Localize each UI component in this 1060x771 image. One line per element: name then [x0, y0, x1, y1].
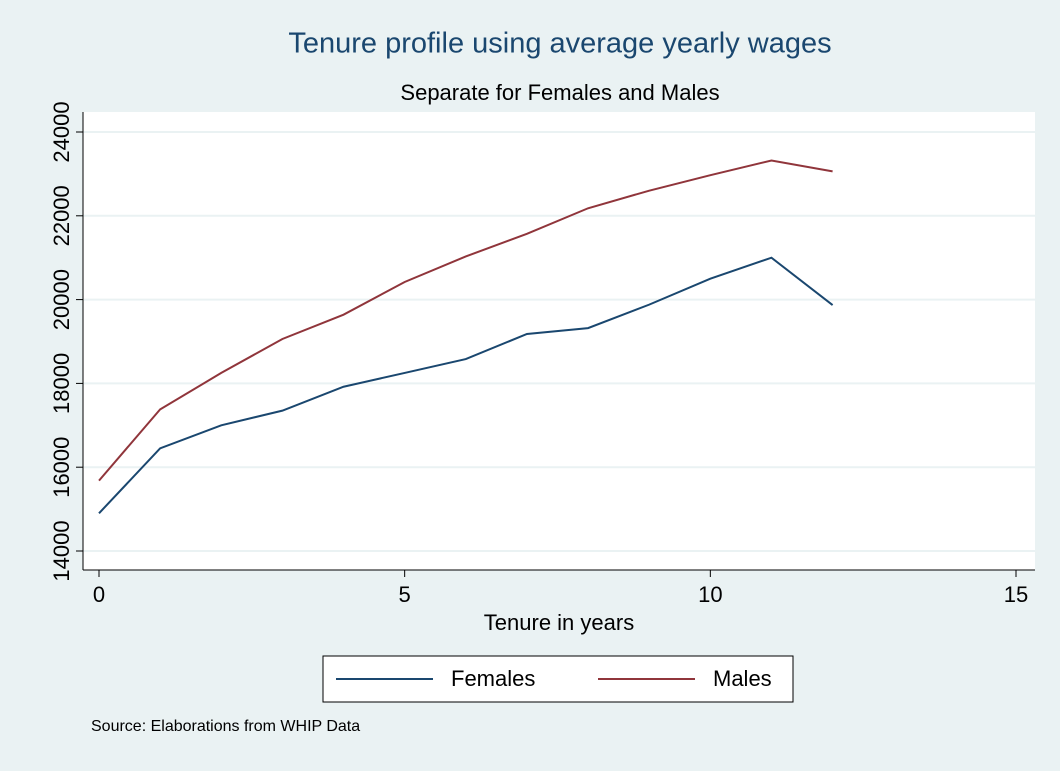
series-line: [98, 159, 833, 482]
source-note: Source: Elaborations from WHIP Data: [91, 718, 360, 735]
y-tick-label: 20000: [49, 269, 74, 330]
x-tick-label: 0: [93, 582, 105, 607]
y-tick-label: 18000: [49, 353, 74, 414]
y-tick-label: 14000: [49, 520, 74, 581]
x-tick-label: 10: [698, 582, 722, 607]
x-tick-label: 15: [1004, 582, 1028, 607]
x-tick-label: 5: [399, 582, 411, 607]
y-tick-label: 24000: [49, 101, 74, 162]
chart-subtitle: Separate for Females and Males: [400, 80, 719, 105]
legend-label: Males: [713, 666, 772, 691]
series-line: [98, 256, 834, 514]
chart-title: Tenure profile using average yearly wage…: [288, 28, 831, 60]
y-tick-label: 22000: [49, 185, 74, 246]
y-tick-label: 16000: [49, 437, 74, 498]
x-axis-label: Tenure in years: [484, 610, 634, 635]
plot-area: [83, 112, 1035, 570]
legend-label: Females: [451, 666, 535, 691]
